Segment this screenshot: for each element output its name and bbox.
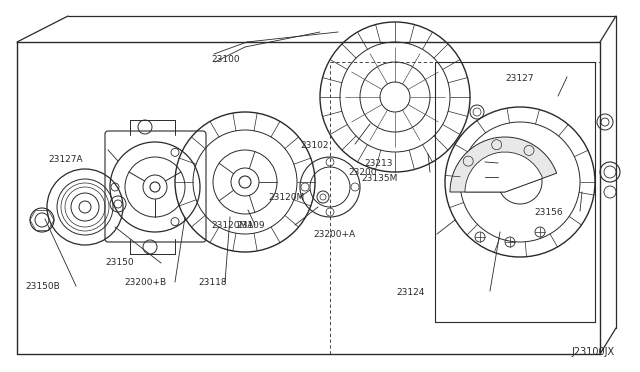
Text: J23100JX: J23100JX: [572, 347, 615, 357]
Text: 23120M: 23120M: [269, 193, 305, 202]
Text: 23200+B: 23200+B: [125, 278, 167, 287]
Text: 23150B: 23150B: [26, 282, 60, 291]
Text: 23118: 23118: [198, 278, 227, 287]
Text: 23127: 23127: [506, 74, 534, 83]
Text: 23200+A: 23200+A: [314, 230, 356, 239]
Wedge shape: [465, 152, 543, 192]
Text: 23109: 23109: [237, 221, 266, 230]
Text: 23100: 23100: [211, 55, 240, 64]
Text: 23102: 23102: [301, 141, 330, 150]
Wedge shape: [450, 137, 557, 192]
Text: 23200: 23200: [349, 169, 378, 177]
Text: 23127A: 23127A: [48, 155, 83, 164]
Text: 23135M: 23135M: [362, 174, 398, 183]
Text: 23156: 23156: [534, 208, 563, 217]
Text: 23120MA: 23120MA: [211, 221, 253, 230]
Text: 23150: 23150: [106, 258, 134, 267]
Text: 23213: 23213: [365, 159, 394, 168]
Text: 23124: 23124: [397, 288, 425, 296]
